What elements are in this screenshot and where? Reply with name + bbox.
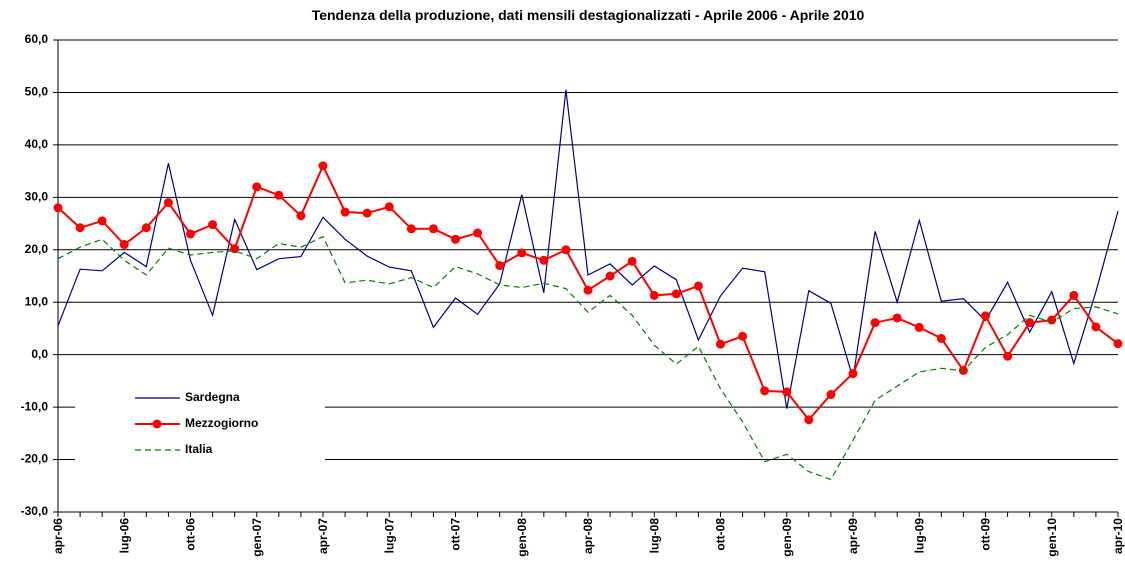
y-tick-label: -20,0 (21, 452, 49, 466)
x-tick-label: gen-09 (780, 518, 794, 557)
data-point (517, 248, 527, 258)
data-point (451, 234, 460, 244)
data-point (1091, 322, 1101, 332)
y-tick-label: 10,0 (25, 294, 49, 308)
data-point (583, 285, 593, 295)
x-tick-label: apr-09 (846, 518, 860, 554)
data-point (870, 318, 880, 328)
x-tick-label: lug-07 (382, 518, 396, 554)
y-tick-label: 20,0 (25, 242, 49, 256)
data-point (782, 387, 792, 397)
data-point (826, 390, 836, 400)
data-point (716, 339, 725, 349)
x-tick-label: apr-06 (51, 518, 65, 554)
y-tick-label: 50,0 (25, 85, 49, 99)
x-tick-label: ott-08 (714, 518, 728, 551)
data-point (53, 203, 63, 213)
data-point (671, 289, 681, 299)
x-tick-label: lug-06 (117, 518, 131, 554)
data-point (738, 331, 748, 341)
y-tick-label: -10,0 (21, 399, 49, 413)
legend: Sardegna Mezzogiorno Italia (75, 380, 325, 472)
legend-label: Italia (185, 442, 213, 456)
data-point (119, 240, 129, 250)
data-point (1025, 318, 1035, 328)
data-point (296, 211, 306, 221)
data-point (539, 255, 549, 265)
data-point (848, 369, 858, 379)
y-tick-label: 40,0 (25, 137, 49, 151)
data-point (97, 216, 107, 226)
data-point (141, 223, 151, 233)
data-point (186, 229, 195, 239)
legend-marker (152, 419, 162, 429)
data-point (318, 161, 328, 171)
x-tick-label: gen-08 (515, 518, 529, 557)
x-tick-label: ott-06 (184, 518, 198, 551)
x-tick-label: apr-10 (1111, 518, 1125, 554)
data-point (163, 198, 173, 208)
chart-title: Tendenza della produzione, dati mensili … (312, 7, 865, 23)
legend-label: Sardegna (185, 390, 240, 404)
series-line (57, 235, 1119, 481)
data-point (362, 208, 372, 218)
data-point (936, 333, 946, 343)
data-point (1047, 315, 1057, 325)
data-point (208, 220, 218, 230)
y-tick-label: 60,0 (25, 32, 49, 46)
x-tick-label: lug-08 (647, 518, 661, 554)
data-point (428, 224, 438, 234)
data-point (981, 311, 990, 321)
data-point (1003, 351, 1013, 361)
data-point (693, 281, 703, 291)
y-tick-label: -30,0 (21, 504, 49, 518)
data-point (760, 386, 770, 396)
legend-box (75, 380, 325, 472)
x-tick-label: gen-07 (250, 518, 264, 557)
data-point (804, 415, 814, 425)
x-tick-label: gen-10 (1045, 518, 1059, 557)
data-point (627, 256, 637, 266)
x-tick-label: apr-07 (316, 518, 330, 554)
data-point (1113, 339, 1123, 349)
x-tick-label: apr-08 (581, 518, 595, 554)
series-line (57, 89, 1119, 409)
data-point (252, 182, 262, 192)
data-point (892, 313, 902, 323)
data-point (274, 190, 284, 200)
data-point (561, 245, 571, 255)
y-tick-label: 0,0 (31, 347, 48, 361)
data-point (384, 202, 394, 212)
x-tick-label: lug-09 (912, 518, 926, 554)
data-point (406, 224, 416, 234)
x-tick-label: ott-09 (979, 518, 993, 551)
x-tick-label: ott-07 (449, 518, 463, 551)
data-point (605, 271, 615, 281)
data-point (473, 228, 483, 238)
data-point (340, 207, 350, 217)
data-point (495, 261, 505, 271)
legend-label: Mezzogiorno (185, 416, 258, 430)
data-point (1069, 290, 1079, 300)
data-point (75, 223, 85, 233)
y-tick-label: 30,0 (25, 190, 49, 204)
data-point (649, 290, 659, 300)
data-point (914, 322, 924, 332)
